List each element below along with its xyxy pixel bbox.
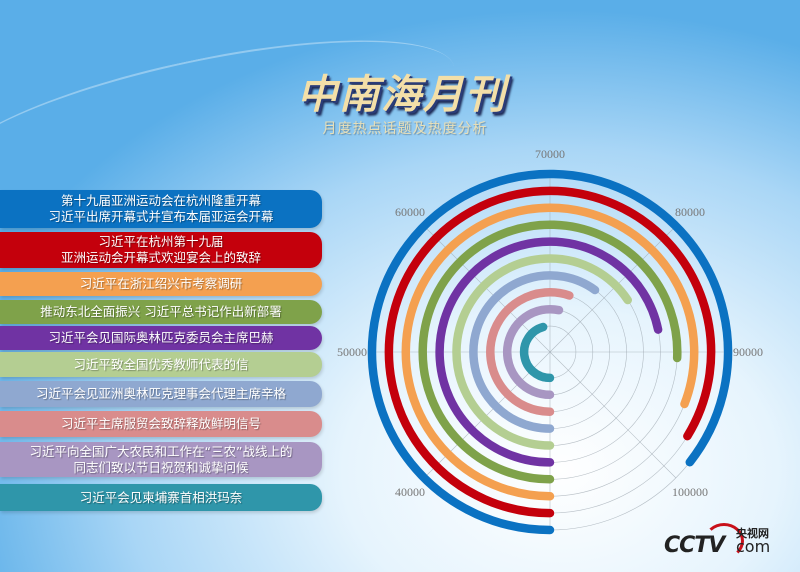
logo-cctv: CCTV (664, 533, 725, 558)
radial-bar (486, 288, 574, 416)
grid-spoke (549, 351, 677, 479)
radial-bar (418, 220, 682, 484)
legend-item: 习近平会见柬埔寨首相洪玛奈 (0, 484, 322, 511)
legend-item: 习近平主席服贸会致辞释放鲜明信号 (0, 411, 322, 437)
legend-item: 习近平在杭州第十九届 亚洲运动会开幕式欢迎宴会上的致辞 (0, 232, 322, 268)
legend-item-line: 习近平会见国际奥林匹克委员会主席巴赫 (48, 330, 274, 345)
logo-swoosh (704, 523, 744, 559)
legend-item-line: 习近平会见柬埔寨首相洪玛奈 (79, 489, 243, 505)
tick-label: 70000 (535, 147, 565, 161)
legend-item-line: 习近平致全国优秀教师代表的信 (73, 356, 249, 372)
legend-item-line: 习近平在杭州第十九届 (98, 234, 224, 249)
legend-item: 习近平致全国优秀教师代表的信 (0, 352, 322, 377)
logo-com: com (736, 537, 771, 556)
radial-bar (401, 203, 699, 501)
legend-item-line: 推动东北全面振兴 习近平总书记作出新部署 (40, 304, 282, 319)
legend-item: 习近平在浙江绍兴市考察调研 (0, 272, 322, 296)
tick-label: 90000 (733, 345, 763, 359)
legend-item: 习近平会见国际奥林匹克委员会主席巴赫 (0, 326, 322, 350)
tick-label: 80000 (675, 205, 705, 219)
legend-item-line: 同志们致以节日祝贺和诚挚问候 (73, 459, 249, 475)
logo-cn: 央视网 (736, 527, 769, 540)
legend-item: 习近平向全国广大农民和工作在“三农”战线上的 同志们致以节日祝贺和诚挚问候 (0, 442, 322, 477)
radial-bar (469, 271, 600, 433)
legend-item-line: 第十九届亚洲运动会在杭州隆重开幕 (60, 193, 261, 208)
radial-bar (384, 186, 716, 518)
radial-bar (452, 254, 632, 450)
page-subtitle: 月度热点话题及热度分析 (322, 121, 488, 137)
radial-bar (519, 322, 555, 383)
legend-item-line: 习近平在浙江绍兴市考察调研 (79, 276, 243, 291)
tick-label: 100000 (672, 485, 708, 499)
radial-bar (367, 169, 733, 535)
legend-item: 第十九届亚洲运动会在杭州隆重开幕 习近平出席开幕式并宣布本届亚运会开幕 (0, 190, 322, 228)
tick-label: 50000 (337, 345, 367, 359)
legend-item: 习近平会见亚洲奥林匹克理事会代理主席辛格 (0, 381, 322, 407)
legend-item: 推动东北全面振兴 习近平总书记作出新部署 (0, 300, 322, 324)
legend-item-line: 习近平出席开幕式并宣布本届亚运会开幕 (48, 209, 274, 224)
legend-item-line: 习近平会见亚洲奥林匹克理事会代理主席辛格 (35, 386, 286, 401)
tick-label: 40000 (395, 485, 425, 499)
legend-item-line: 习近平向全国广大农民和工作在“三农”战线上的 (29, 443, 293, 459)
cctv-logo: CCTV 央视网 com (664, 523, 784, 559)
tick-label: 60000 (395, 205, 425, 219)
radial-bar (502, 304, 564, 400)
radial-bar (435, 237, 663, 467)
page-title: 中南海月刊 (297, 72, 507, 118)
legend-item-line: 亚洲运动会开幕式欢迎宴会上的致辞 (60, 250, 261, 265)
legend-item-line: 习近平主席服贸会致辞释放鲜明信号 (60, 416, 261, 431)
